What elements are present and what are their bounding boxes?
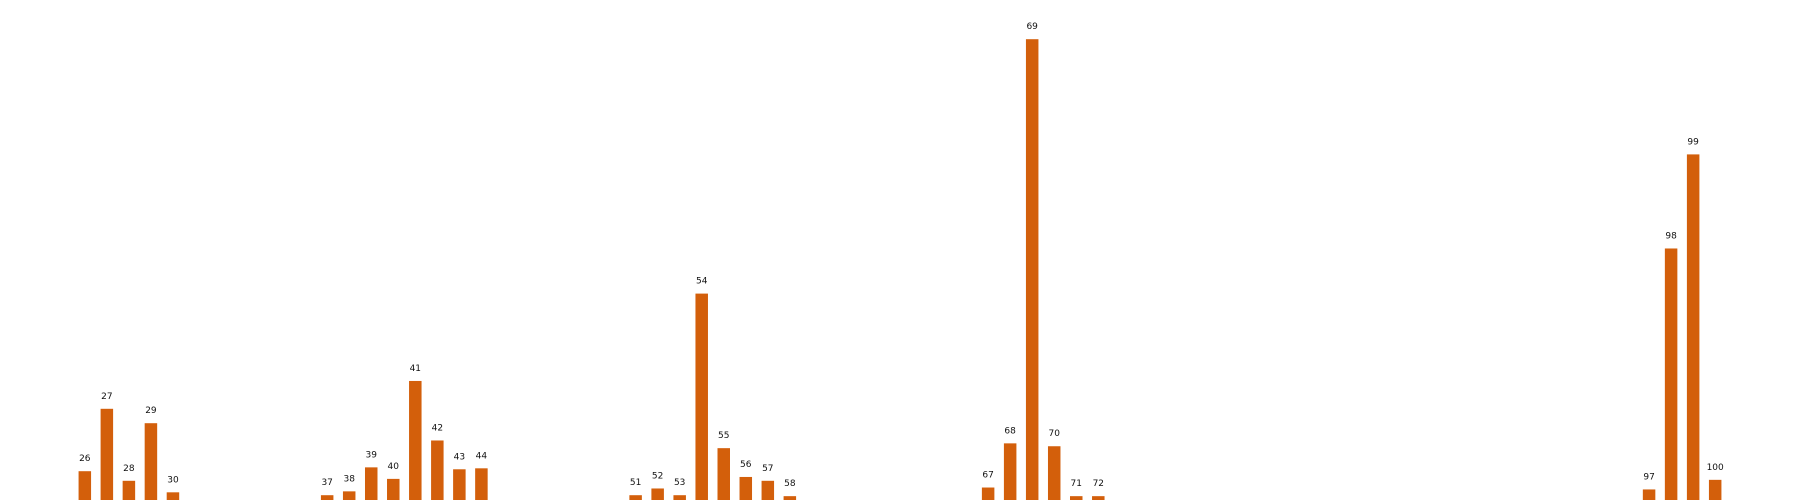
data-label-98: 98 xyxy=(1665,231,1677,241)
bar-70 xyxy=(1047,446,1061,500)
data-label-53: 53 xyxy=(674,478,685,488)
bar-72 xyxy=(1092,496,1105,500)
data-label-30: 30 xyxy=(167,475,179,485)
data-label-55: 55 xyxy=(718,431,729,441)
bar-69 xyxy=(1025,39,1039,500)
data-label-26: 26 xyxy=(79,454,91,464)
bar-42 xyxy=(431,440,444,500)
data-label-68: 68 xyxy=(1004,426,1016,436)
bar-40 xyxy=(387,478,400,500)
data-label-58: 58 xyxy=(784,479,796,489)
bar-44 xyxy=(475,468,488,500)
bar-30 xyxy=(166,492,180,500)
bar-39 xyxy=(364,467,378,500)
data-label-39: 39 xyxy=(366,450,378,460)
bar-51 xyxy=(629,495,642,500)
data-label-42: 42 xyxy=(432,423,443,433)
data-label-99: 99 xyxy=(1687,137,1699,147)
data-label-group: 26 27 28 29 30 37 38 39 40 41 42 43 44 51 52 53 54 55 56 57… xyxy=(79,22,1724,489)
bar-57 xyxy=(761,480,775,500)
bar-52 xyxy=(651,488,664,500)
bar-41 xyxy=(409,380,422,500)
data-label-43: 43 xyxy=(454,452,465,462)
data-label-72: 72 xyxy=(1093,479,1104,489)
bar-27 xyxy=(100,408,114,500)
data-label-38: 38 xyxy=(343,474,355,484)
data-label-100: 100 xyxy=(1707,463,1724,473)
data-label-51: 51 xyxy=(630,478,641,488)
bar-53 xyxy=(673,495,686,500)
bar-54 xyxy=(695,293,708,500)
data-label-97: 97 xyxy=(1643,472,1654,482)
data-label-71: 71 xyxy=(1071,479,1082,489)
data-label-69: 69 xyxy=(1026,22,1038,32)
data-label-44: 44 xyxy=(476,451,488,461)
bar-99 xyxy=(1686,154,1700,500)
data-label-52: 52 xyxy=(652,471,663,481)
data-label-37: 37 xyxy=(321,478,332,488)
data-label-70: 70 xyxy=(1048,429,1060,439)
data-label-56: 56 xyxy=(740,460,752,470)
data-label-27: 27 xyxy=(101,392,112,402)
data-label-57: 57 xyxy=(762,464,773,474)
bar-56 xyxy=(739,476,753,500)
bar-group xyxy=(78,39,1722,500)
bar-38 xyxy=(342,491,356,500)
bar-97 xyxy=(1642,489,1656,500)
data-label-67: 67 xyxy=(982,471,993,481)
data-label-41: 41 xyxy=(410,364,421,374)
bar-71 xyxy=(1070,496,1083,500)
data-label-29: 29 xyxy=(145,406,157,416)
data-label-54: 54 xyxy=(696,277,708,287)
bar-98 xyxy=(1664,248,1678,500)
bar-43 xyxy=(453,469,466,500)
bar-100 xyxy=(1708,479,1722,500)
bar-58 xyxy=(783,496,797,500)
bar-26 xyxy=(78,471,92,500)
bar-67 xyxy=(981,487,995,500)
bar-28 xyxy=(122,480,136,500)
data-label-40: 40 xyxy=(388,462,400,472)
bar-37 xyxy=(320,495,334,500)
bar-68 xyxy=(1003,443,1017,500)
bar-55 xyxy=(717,448,730,500)
data-label-28: 28 xyxy=(123,464,135,474)
bar-29 xyxy=(144,423,158,500)
